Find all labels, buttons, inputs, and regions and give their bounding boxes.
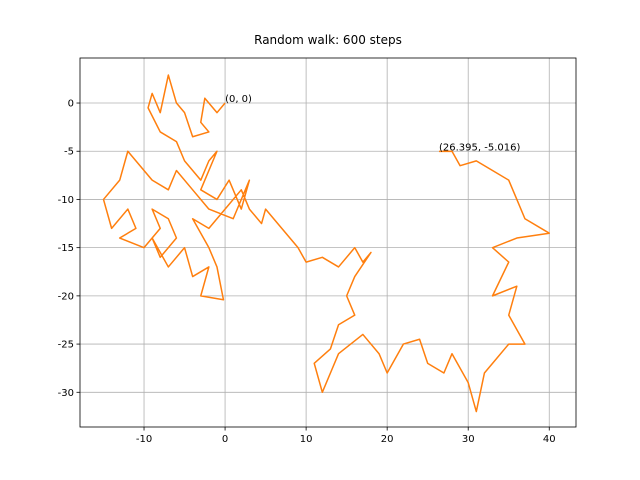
plot xyxy=(102,74,550,413)
x-tick-label: 20 xyxy=(381,434,394,445)
x-tick-label: 30 xyxy=(462,434,475,445)
annotation: (26.395, -5.016) xyxy=(439,142,520,153)
annotation: (0, 0) xyxy=(225,94,252,105)
chart-title: Random walk: 600 steps xyxy=(254,33,402,47)
y-tick-label: -20 xyxy=(58,291,74,302)
y-tick-label: -15 xyxy=(58,243,74,254)
x-tick-label: 0 xyxy=(222,434,228,445)
x-tick-label: 10 xyxy=(300,434,313,445)
y-tick-label: -30 xyxy=(58,388,74,399)
axes-frame xyxy=(79,57,577,428)
y-tick-label: -10 xyxy=(58,195,74,206)
x-tick-label: 40 xyxy=(543,434,556,445)
y-tick-label: -25 xyxy=(58,340,74,351)
y-tick-label: -5 xyxy=(64,147,74,158)
x-tick-label: -10 xyxy=(136,434,152,445)
walk-line xyxy=(102,74,550,413)
y-tick-label: 0 xyxy=(68,99,74,110)
